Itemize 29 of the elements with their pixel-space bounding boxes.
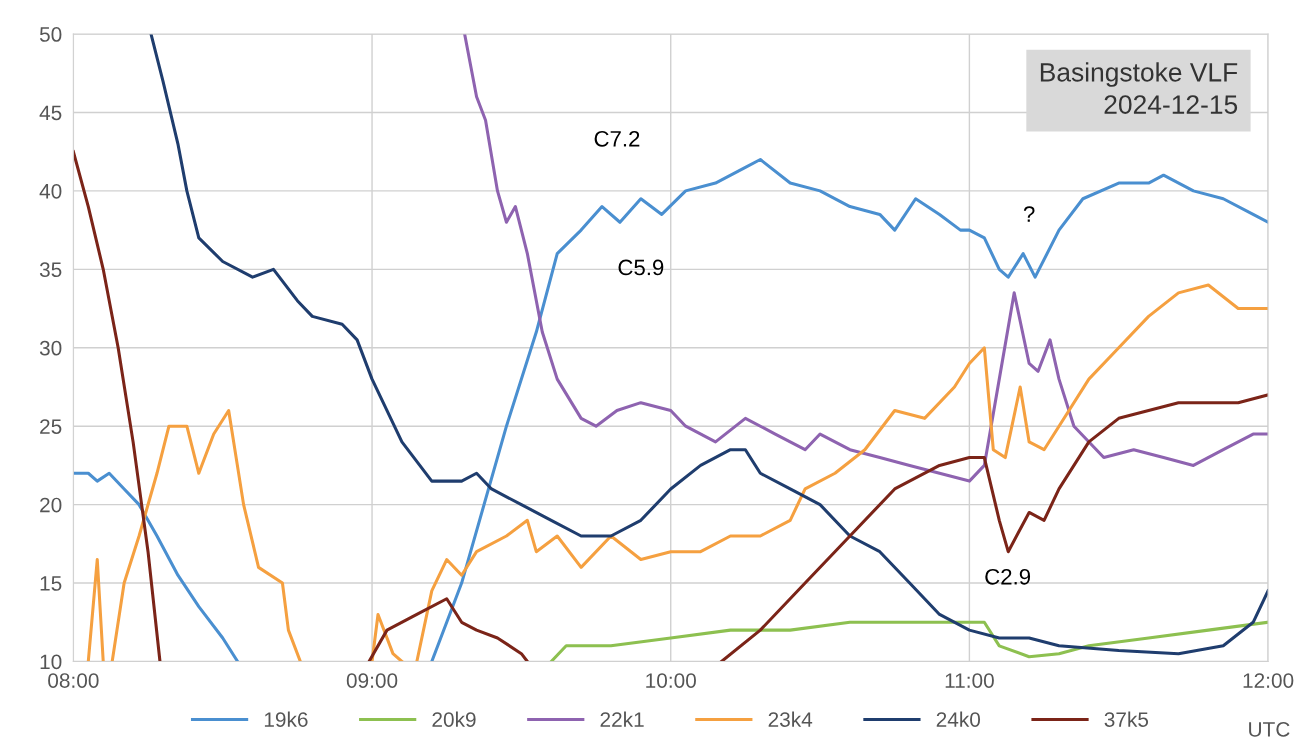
- annotation: C7.2: [594, 130, 640, 147]
- x-tick-label: 10:00: [646, 673, 696, 688]
- annotation: ?: [1023, 206, 1035, 222]
- y-tick-label: 45: [39, 105, 62, 121]
- annotation: C2.9: [985, 568, 1031, 585]
- annotation: C5.9: [618, 259, 664, 276]
- y-tick-label: 35: [39, 262, 62, 278]
- x-tick-label: 11:00: [945, 673, 994, 688]
- line-series: [149, 34, 1269, 656]
- line-series: [549, 620, 1269, 662]
- y-tick-label: 20: [40, 497, 62, 513]
- legend-label: 22k1: [600, 711, 644, 727]
- x-tick-label: 12:00: [1243, 673, 1294, 688]
- x-tick-label: 08:00: [48, 673, 99, 688]
- y-tick-label: 15: [40, 576, 62, 591]
- y-tick-label: 25: [40, 419, 62, 434]
- legend-label: 20k9: [432, 711, 476, 727]
- y-tick-label: 40: [39, 183, 62, 199]
- y-tick-label: 10: [40, 654, 62, 670]
- y-tick-label: 30: [39, 340, 62, 356]
- y-tick-label: 50: [39, 27, 62, 42]
- legend-label: 23k4: [768, 711, 813, 727]
- legend-label: 19k6: [264, 711, 308, 727]
- text: Basingstoke VLF 2024-12-15: [1040, 62, 1238, 114]
- x-axis-title: UTC: [1249, 722, 1290, 737]
- legend-label: 37k5: [1104, 711, 1149, 727]
- x-tick-label: 09:00: [346, 673, 398, 688]
- line-series: [463, 34, 1269, 483]
- legend-label: 24k0: [936, 711, 981, 727]
